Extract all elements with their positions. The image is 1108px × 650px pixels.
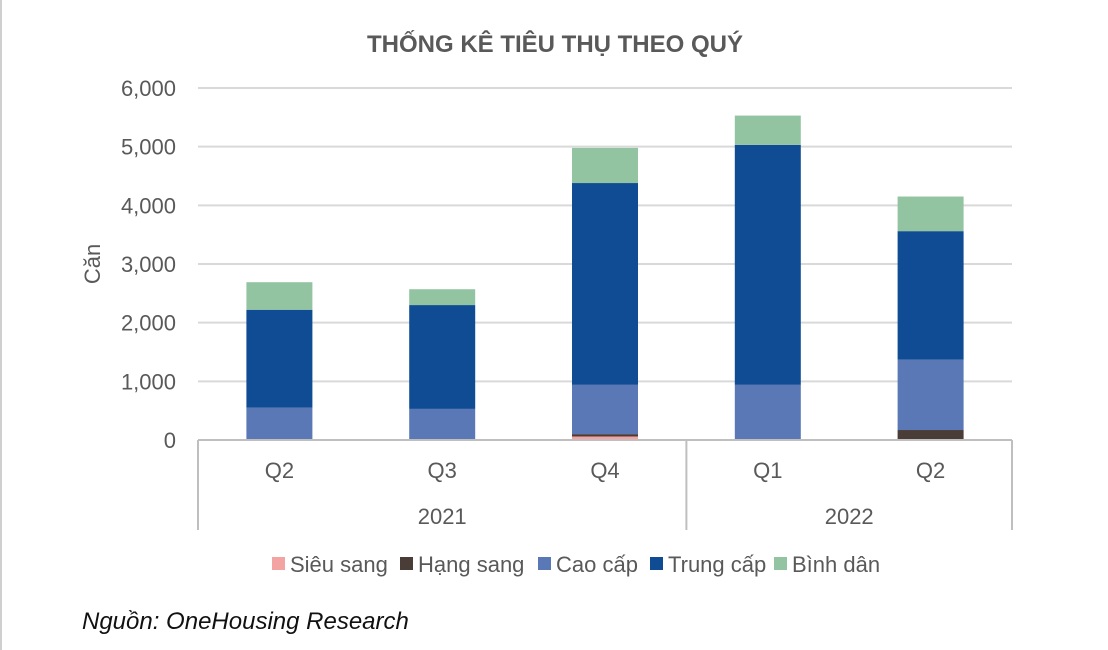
- x-tick-label: Q1: [753, 458, 782, 483]
- y-tick-label: 6,000: [121, 76, 176, 101]
- x-tick-label: Q2: [916, 458, 945, 483]
- y-axis-ticks: 0 1,000 2,000 3,000 4,000 5,000 6,000: [121, 76, 176, 453]
- bar-segment: [734, 384, 801, 440]
- bar-segment: [734, 115, 801, 145]
- chart-title: THỐNG KÊ TIÊU THỤ THEO QUÝ: [367, 30, 743, 58]
- x-tick-label: Q4: [590, 458, 619, 483]
- source-note: Nguồn: OneHousing Research: [82, 608, 409, 635]
- x-tick-label: Q3: [428, 458, 457, 483]
- y-tick-label: 4,000: [121, 193, 176, 218]
- legend-label: Cao cấp: [556, 552, 638, 577]
- y-tick-label: 5,000: [121, 135, 176, 160]
- legend-swatch: [400, 557, 413, 570]
- x-group-label: 2021: [418, 504, 467, 529]
- frame-border: [0, 0, 2, 650]
- legend-swatch: [272, 557, 285, 570]
- bar-segment: [409, 305, 476, 409]
- y-tick-label: 3,000: [121, 252, 176, 277]
- bar-segment: [572, 436, 638, 440]
- bar-segment: [572, 147, 638, 184]
- bar-segment: [572, 384, 638, 435]
- legend-label: Siêu sang: [290, 552, 388, 577]
- y-tick-label: 0: [164, 428, 176, 453]
- y-tick-label: 1,000: [121, 369, 176, 394]
- bar-segment: [734, 144, 801, 385]
- legend-swatch: [650, 557, 663, 570]
- bar-segment: [409, 289, 476, 306]
- y-tick-label: 2,000: [121, 311, 176, 336]
- legend-label: Hạng sang: [418, 552, 524, 577]
- bar-segment: [897, 359, 964, 431]
- gridlines: [198, 87, 1012, 383]
- bar-segment: [897, 196, 964, 232]
- bar-segment: [897, 430, 964, 440]
- legend-swatch: [538, 557, 551, 570]
- bars: [246, 115, 964, 440]
- legend-label: Trung cấp: [668, 552, 766, 577]
- x-tick-label: Q2: [265, 458, 294, 483]
- legend-swatch: [774, 557, 787, 570]
- bar-segment: [572, 183, 638, 385]
- bar-segment: [897, 231, 964, 360]
- x-group-label: 2022: [825, 504, 874, 529]
- bar-segment: [246, 309, 313, 408]
- y-axis-label: Căn: [80, 244, 105, 284]
- legend-label: Bình dân: [792, 552, 880, 577]
- bar-segment: [246, 407, 313, 440]
- x-axis: Q2 Q3 Q4 Q1 Q2 2021 2022: [197, 439, 1013, 530]
- bar-segment: [409, 408, 476, 440]
- legend: Siêu sang Hạng sang Cao cấp Trung cấp Bình d…: [272, 552, 880, 577]
- bar-segment: [246, 282, 313, 310]
- bar-segment: [572, 434, 638, 437]
